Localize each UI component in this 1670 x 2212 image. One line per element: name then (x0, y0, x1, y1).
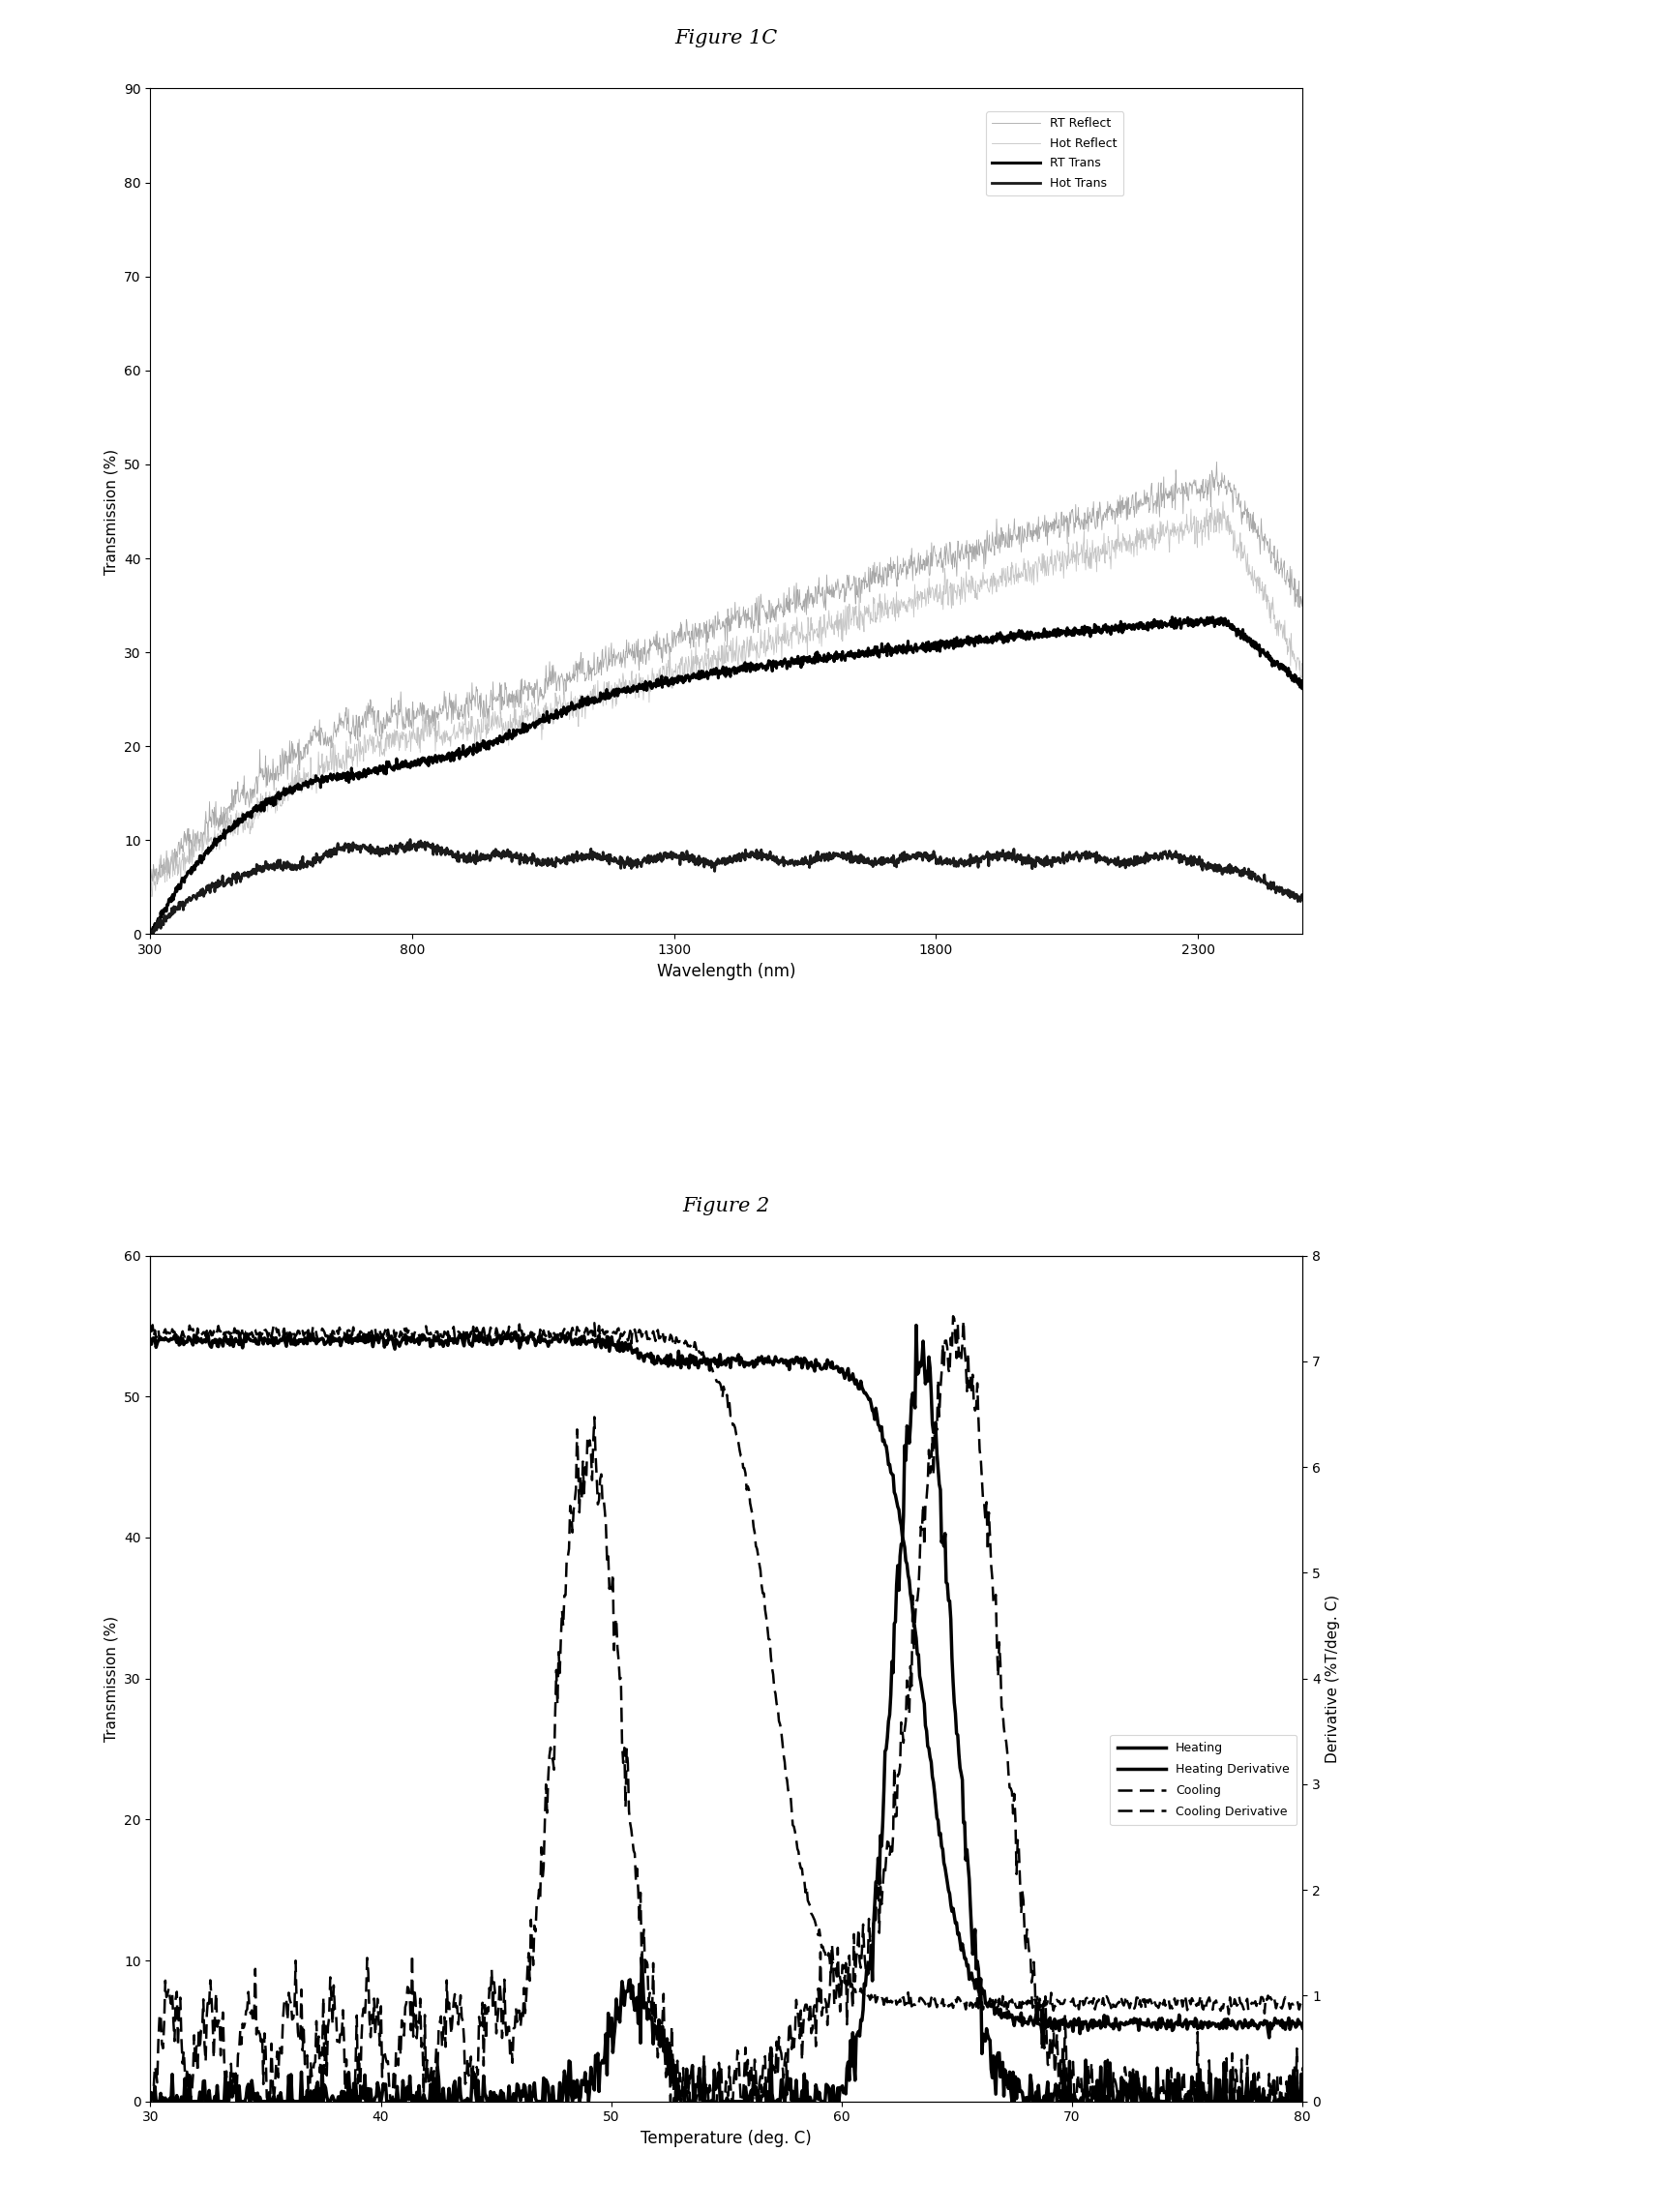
Cooling Derivative (1060, 2057, 1080, 2084)
Heating (299, 1318, 319, 1345)
RT Reflect (1217, 476, 1237, 502)
Line: RT Trans: RT Trans (150, 617, 1303, 933)
RT Trans (140, 920, 160, 947)
RT Trans (1217, 613, 1237, 639)
Hot Reflect (1212, 489, 1232, 515)
Cooling Derivative (932, 1360, 952, 1387)
Cooling Derivative (606, 1606, 626, 1632)
Hot Trans (952, 852, 972, 878)
Cooling (608, 1316, 628, 1343)
Heating Derivative (934, 1524, 954, 1551)
Hot Trans (1291, 889, 1311, 916)
Cooling (1293, 1984, 1313, 2011)
Legend: RT Reflect, Hot Reflect, RT Trans, Hot Trans: RT Reflect, Hot Reflect, RT Trans, Hot T… (985, 111, 1124, 195)
Hot Trans (1293, 883, 1313, 909)
Cooling (140, 1316, 160, 1343)
Heating (1293, 2015, 1313, 2042)
RT Reflect (140, 869, 160, 896)
Heating (608, 1336, 628, 1363)
Y-axis label: Transmission (%): Transmission (%) (104, 1615, 119, 1741)
Heating Derivative (1040, 2088, 1060, 2115)
Heating Derivative (1060, 2088, 1080, 2115)
Title: Figure 1C: Figure 1C (675, 29, 778, 49)
RT Trans (1162, 604, 1182, 630)
Hot Reflect (952, 586, 972, 613)
Hot Reflect (867, 606, 887, 633)
Line: RT Reflect: RT Reflect (150, 462, 1303, 885)
RT Trans (1162, 613, 1182, 639)
Heating Derivative (606, 1986, 626, 2013)
Hot Reflect (1217, 518, 1237, 544)
Legend: Heating, Heating Derivative, Cooling, Cooling Derivative: Heating, Heating Derivative, Cooling, Co… (1111, 1734, 1296, 1825)
Cooling Derivative (944, 1303, 964, 1329)
Heating (934, 1836, 954, 1863)
Line: Hot Reflect: Hot Reflect (150, 502, 1303, 896)
Line: Cooling: Cooling (150, 1323, 1303, 2015)
RT Trans (142, 920, 162, 947)
Heating Derivative (907, 1312, 927, 1338)
Line: Hot Trans: Hot Trans (150, 841, 1303, 933)
RT Reflect (407, 695, 428, 721)
Heating Derivative (1293, 2088, 1313, 2115)
Hot Reflect (1293, 653, 1313, 679)
RT Reflect (1207, 449, 1227, 476)
Y-axis label: Derivative (%T/deg. C): Derivative (%T/deg. C) (1326, 1595, 1341, 1763)
Hot Trans (140, 920, 160, 947)
Heating (140, 1329, 160, 1356)
Heating (1259, 2024, 1279, 2051)
Cooling (1040, 1993, 1060, 2020)
Heating Derivative (140, 2088, 160, 2115)
Cooling Derivative (1293, 2055, 1313, 2081)
Hot Trans (867, 849, 887, 876)
Heating (650, 1347, 670, 1374)
Line: Heating: Heating (150, 1332, 1303, 2037)
Hot Trans (1217, 858, 1237, 885)
Hot Trans (407, 834, 428, 860)
X-axis label: Wavelength (nm): Wavelength (nm) (656, 962, 797, 980)
Hot Trans (401, 827, 421, 854)
Hot Reflect (407, 732, 428, 759)
RT Trans (952, 633, 972, 659)
RT Reflect (140, 872, 160, 898)
Hot Reflect (140, 863, 160, 889)
RT Reflect (867, 553, 887, 580)
Cooling (1219, 2002, 1239, 2028)
RT Reflect (952, 531, 972, 557)
RT Trans (1291, 672, 1311, 699)
RT Reflect (1291, 584, 1311, 611)
Cooling (257, 1323, 277, 1349)
Cooling (934, 1986, 954, 2013)
RT Trans (867, 633, 887, 659)
RT Reflect (1162, 495, 1182, 522)
Line: Heating Derivative: Heating Derivative (150, 1325, 1303, 2101)
Cooling (584, 1310, 605, 1336)
Cooling Derivative (1040, 2024, 1060, 2051)
Heating (1040, 2004, 1060, 2031)
Heating (1060, 2008, 1080, 2035)
Hot Reflect (1291, 664, 1311, 690)
Y-axis label: Transmission (%): Transmission (%) (104, 449, 119, 575)
RT Trans (1293, 668, 1313, 695)
Cooling Derivative (648, 2044, 668, 2070)
Hot Trans (1162, 845, 1182, 872)
Line: Cooling Derivative: Cooling Derivative (150, 1316, 1303, 2101)
Cooling Derivative (257, 2088, 277, 2115)
Cooling Derivative (140, 2088, 160, 2115)
RT Reflect (1293, 586, 1313, 613)
RT Trans (407, 750, 428, 776)
Hot Reflect (142, 883, 162, 909)
Heating Derivative (257, 2088, 277, 2115)
Cooling (1060, 1989, 1080, 2015)
Heating (257, 1329, 277, 1356)
Title: Figure 2: Figure 2 (683, 1197, 770, 1214)
Hot Reflect (1162, 520, 1182, 546)
Heating Derivative (648, 2026, 668, 2053)
Cooling (650, 1325, 670, 1352)
X-axis label: Temperature (deg. C): Temperature (deg. C) (641, 2130, 812, 2148)
